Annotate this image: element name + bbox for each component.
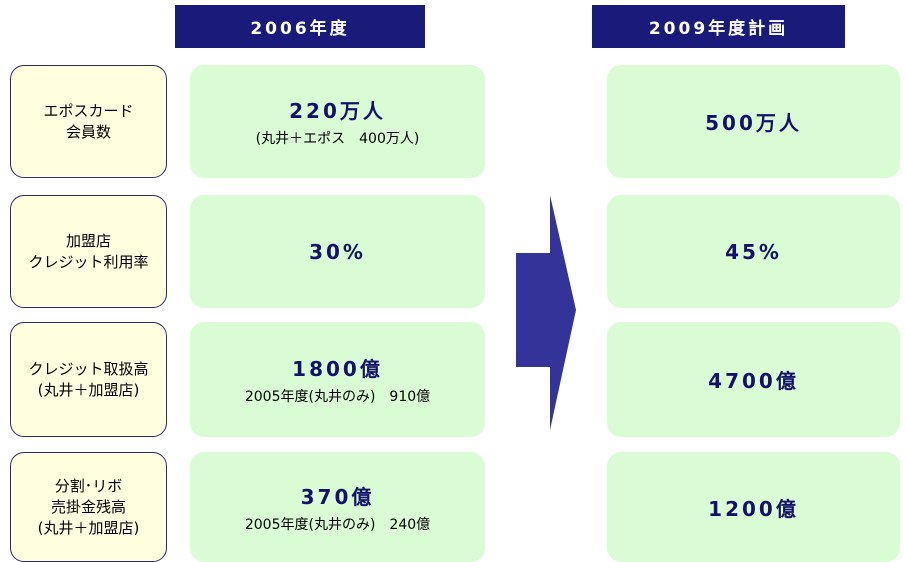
current-box: 30% bbox=[190, 195, 485, 308]
plan-box: 45% bbox=[607, 195, 900, 308]
header: 2006年度 bbox=[175, 5, 425, 48]
row-label: エポスカード 会員数 bbox=[10, 65, 167, 178]
current-note: 2005年度(丸井のみ) 910億 bbox=[244, 389, 431, 405]
current-value: 30% bbox=[309, 239, 366, 264]
row-label: 加盟店クレジット利用率 bbox=[10, 195, 167, 308]
label-line: クレジット取扱高 bbox=[28, 359, 149, 378]
label-line: 分割･リボ bbox=[54, 476, 123, 495]
current-box: 370億 2005年度(丸井のみ) 240億 bbox=[190, 452, 485, 562]
plan-box: 500万人 bbox=[607, 65, 900, 178]
current-note: 2005年度(丸井のみ) 240億 bbox=[244, 516, 431, 533]
current-note: (丸井＋エポス 400万人) bbox=[255, 131, 420, 147]
row-label: 分割･リボ売掛金残高 (丸井＋加盟店) bbox=[10, 452, 167, 562]
current-value: 1800億 bbox=[292, 357, 383, 381]
label-line: (丸井＋加盟店) bbox=[37, 518, 140, 537]
current-box: 1800億 2005年度(丸井のみ) 910億 bbox=[190, 322, 485, 437]
row-label: クレジット取扱高 (丸井＋加盟店) bbox=[10, 322, 167, 437]
plan-box: 4700億 bbox=[607, 322, 900, 437]
label-line: 会員数 bbox=[65, 122, 111, 141]
plan-box: 1200億 bbox=[607, 452, 900, 562]
label-line: 加盟店 bbox=[65, 231, 111, 250]
arrow bbox=[516, 195, 576, 430]
plan-value: 500万人 bbox=[705, 111, 802, 135]
current-value: 370億 bbox=[300, 484, 375, 509]
current-value: 220万人 bbox=[289, 99, 386, 123]
plan-value: 1200億 bbox=[708, 496, 799, 521]
label-line: エポスカード bbox=[43, 101, 134, 120]
current-box: 220万人 (丸井＋エポス 400万人) bbox=[190, 65, 485, 178]
label-line: クレジット利用率 bbox=[28, 252, 149, 271]
label-line: 売掛金残高 bbox=[50, 497, 126, 516]
plan-value: 4700億 bbox=[708, 369, 799, 393]
label-line: (丸井＋加盟店) bbox=[37, 380, 140, 399]
header: 2009年度計画 bbox=[592, 5, 845, 48]
plan-value: 45% bbox=[725, 239, 782, 264]
